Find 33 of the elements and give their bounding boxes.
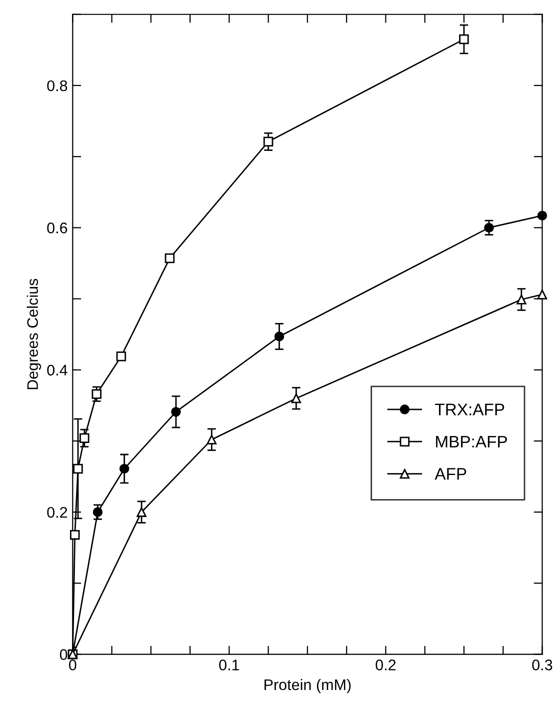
y-axis-title: Degrees Celcius bbox=[26, 278, 42, 390]
point bbox=[459, 34, 469, 44]
point bbox=[119, 464, 130, 474]
x-tick-label: 0.1 bbox=[219, 660, 240, 670]
x-tick-label: 0.3 bbox=[532, 660, 552, 670]
x-tick-label: 0 bbox=[69, 660, 76, 670]
point bbox=[484, 222, 494, 233]
point bbox=[171, 406, 181, 417]
point bbox=[537, 290, 548, 300]
point bbox=[516, 294, 526, 304]
x-tick-label: 0.2 bbox=[376, 660, 396, 670]
point bbox=[136, 507, 146, 517]
legend-label: MBP:AFP bbox=[436, 436, 507, 448]
point bbox=[73, 464, 83, 474]
legend-label: AFP bbox=[434, 468, 466, 480]
point bbox=[291, 393, 302, 404]
point bbox=[206, 434, 217, 444]
point bbox=[70, 530, 80, 540]
point bbox=[537, 210, 548, 220]
y-tick-label: 0 bbox=[60, 649, 68, 660]
point bbox=[80, 433, 90, 444]
point bbox=[164, 253, 175, 264]
point bbox=[263, 136, 274, 147]
point bbox=[92, 507, 103, 517]
y-tick-label: 0.4 bbox=[47, 364, 68, 376]
point bbox=[92, 389, 102, 399]
y-tick-label: 0.2 bbox=[47, 506, 68, 518]
point bbox=[116, 352, 126, 362]
x-axis-title: Protein (mM) bbox=[264, 678, 351, 694]
point bbox=[274, 332, 284, 342]
y-tick-label: 0.8 bbox=[47, 80, 68, 92]
legend-label: TRX:AFP bbox=[435, 404, 504, 416]
y-tick-label: 0.6 bbox=[47, 222, 68, 234]
